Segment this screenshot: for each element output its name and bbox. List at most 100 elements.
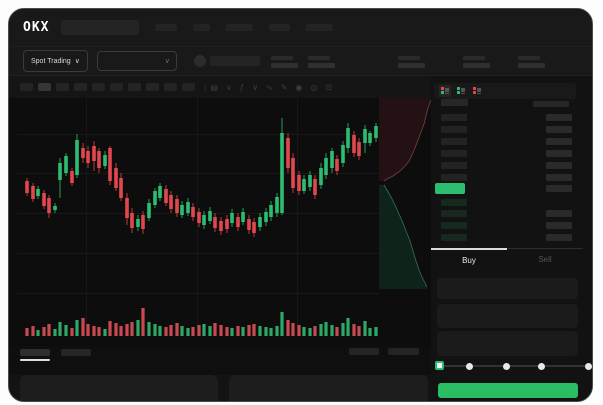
ask-amount-placeholder[interactable] bbox=[546, 162, 572, 169]
nav-item-placeholder[interactable] bbox=[269, 24, 291, 31]
bid-price-placeholder[interactable] bbox=[441, 199, 467, 206]
trade-input-field[interactable] bbox=[437, 331, 578, 356]
timeframe-button-placeholder[interactable] bbox=[38, 83, 51, 91]
bid-amount-placeholder[interactable] bbox=[546, 234, 572, 241]
market-type-label: Spot Trading bbox=[31, 57, 71, 65]
indicators-icon[interactable]: ƒ bbox=[239, 82, 245, 92]
timeframe-button-placeholder[interactable] bbox=[164, 83, 177, 91]
ask-price-placeholder[interactable] bbox=[441, 138, 467, 145]
chart-toolbar: | ▤ ∨ ƒ ∨ ∿ ✎ ◉ ◎ ⊡ bbox=[9, 76, 431, 98]
candlestick-chart bbox=[9, 98, 431, 346]
depth-chart bbox=[379, 98, 431, 289]
timeframe-button-placeholder[interactable] bbox=[92, 83, 105, 91]
ask-price-placeholder[interactable] bbox=[441, 126, 467, 133]
chart-type-icon[interactable]: ▤ bbox=[210, 82, 218, 92]
right-panel: Buy Sell bbox=[431, 76, 592, 401]
slider-step-dot[interactable] bbox=[585, 363, 592, 370]
trade-input-field[interactable] bbox=[437, 278, 578, 299]
settings-icon[interactable]: ◎ bbox=[310, 82, 318, 92]
slider-handle[interactable] bbox=[435, 361, 444, 370]
amount-slider-track[interactable] bbox=[439, 365, 588, 367]
ask-price-placeholder[interactable] bbox=[441, 162, 467, 169]
ask-amount-placeholder[interactable] bbox=[546, 185, 572, 192]
stat-value-placeholder bbox=[518, 63, 545, 68]
chart-footer-control[interactable] bbox=[388, 348, 419, 355]
timeframe-button-placeholder[interactable] bbox=[74, 83, 87, 91]
stat-value-placeholder bbox=[308, 63, 335, 68]
timeframe-button-placeholder[interactable] bbox=[146, 83, 159, 91]
ask-amount-placeholder[interactable] bbox=[546, 126, 572, 133]
stat-label-placeholder bbox=[308, 56, 330, 60]
trade-tabs: Buy Sell bbox=[431, 248, 583, 270]
orderbook-last-price[interactable] bbox=[435, 183, 465, 194]
ask-amount-placeholder[interactable] bbox=[546, 150, 572, 157]
orderbook-layout-both-icon[interactable] bbox=[439, 85, 451, 97]
tab-sell[interactable]: Sell bbox=[507, 248, 583, 270]
nav-item-placeholder[interactable] bbox=[193, 24, 211, 31]
toolbar-separator: | bbox=[204, 82, 207, 92]
timeframe-button-placeholder[interactable] bbox=[128, 83, 141, 91]
stat-value-placeholder bbox=[398, 63, 425, 68]
draw-icon[interactable]: ✎ bbox=[280, 82, 288, 92]
bid-amount-placeholder[interactable] bbox=[546, 222, 572, 229]
ticker-stat bbox=[271, 56, 298, 68]
ask-amount-placeholder[interactable] bbox=[546, 138, 572, 145]
bid-price-placeholder[interactable] bbox=[441, 222, 467, 229]
orderbook-layout-switcher bbox=[434, 83, 576, 99]
chart-bottom-tabs bbox=[9, 346, 431, 375]
orderbook-layout-asks-icon[interactable] bbox=[471, 85, 483, 97]
subheader: Spot Trading ∨ ∨ bbox=[9, 47, 592, 76]
slider-step-dot[interactable] bbox=[466, 363, 473, 370]
okx-trading-window: OKX Spot Trading ∨ ∨ | ▤ ∨ ƒ ∨ ∿ ✎ ◉ ◎ ⊡ bbox=[8, 8, 593, 402]
coin-icon bbox=[193, 55, 206, 67]
ask-amount-placeholder[interactable] bbox=[546, 174, 572, 181]
ask-price-placeholder[interactable] bbox=[441, 174, 467, 181]
caret-down-icon[interactable]: ∨ bbox=[225, 82, 232, 92]
bid-amount-placeholder[interactable] bbox=[546, 210, 572, 217]
slider-step-dot[interactable] bbox=[538, 363, 545, 370]
timeframe-button-placeholder[interactable] bbox=[182, 83, 195, 91]
stat-label-placeholder bbox=[518, 56, 540, 60]
line-tool-icon[interactable]: ∿ bbox=[266, 82, 273, 92]
caret-down-icon: ∨ bbox=[74, 58, 80, 65]
tab-buy[interactable]: Buy bbox=[431, 248, 507, 270]
stat-value-placeholder bbox=[271, 63, 298, 68]
stat-value-placeholder bbox=[463, 63, 490, 68]
trade-input-field[interactable] bbox=[437, 304, 578, 328]
orderbook-layout-bids-icon[interactable] bbox=[455, 85, 467, 97]
nav-item-placeholder[interactable] bbox=[306, 24, 334, 31]
timeframe-button-placeholder[interactable] bbox=[20, 83, 33, 91]
orderbook-header-price bbox=[441, 99, 468, 106]
stat-label-placeholder bbox=[271, 56, 293, 60]
ask-price-placeholder[interactable] bbox=[441, 114, 467, 121]
stat-label-placeholder bbox=[398, 56, 420, 60]
slider-step-dot[interactable] bbox=[503, 363, 510, 370]
nav-items bbox=[155, 24, 334, 31]
buy-submit-button[interactable] bbox=[438, 383, 578, 398]
caret-down-icon[interactable]: ∨ bbox=[252, 82, 259, 92]
market-type-selector[interactable]: Spot Trading ∨ bbox=[23, 50, 88, 72]
ask-price-placeholder[interactable] bbox=[441, 150, 467, 157]
tab-active-placeholder[interactable] bbox=[20, 349, 50, 356]
candles-volume-plot bbox=[17, 98, 379, 336]
fullscreen-icon[interactable]: ⊡ bbox=[325, 82, 333, 92]
stat-label-placeholder bbox=[463, 56, 485, 60]
top-nav: OKX bbox=[9, 9, 592, 47]
ask-amount-placeholder[interactable] bbox=[546, 114, 572, 121]
search-input[interactable] bbox=[61, 20, 140, 35]
bid-price-placeholder[interactable] bbox=[441, 210, 467, 217]
tab-placeholder[interactable] bbox=[61, 349, 91, 356]
screenshot-icon[interactable]: ◉ bbox=[295, 82, 303, 92]
nav-item-placeholder[interactable] bbox=[155, 24, 178, 31]
history-panel-placeholder bbox=[229, 375, 428, 401]
ticker-stat bbox=[463, 56, 490, 68]
bid-price-placeholder[interactable] bbox=[441, 234, 467, 241]
nav-item-placeholder[interactable] bbox=[226, 24, 254, 31]
timeframe-button-placeholder[interactable] bbox=[110, 83, 123, 91]
orderbook-header-amount bbox=[533, 101, 569, 107]
chart-footer-control[interactable] bbox=[349, 348, 379, 355]
timeframe-button-placeholder[interactable] bbox=[56, 83, 69, 91]
pair-selector[interactable]: ∨ bbox=[96, 51, 177, 71]
active-tab-underline bbox=[20, 359, 50, 361]
